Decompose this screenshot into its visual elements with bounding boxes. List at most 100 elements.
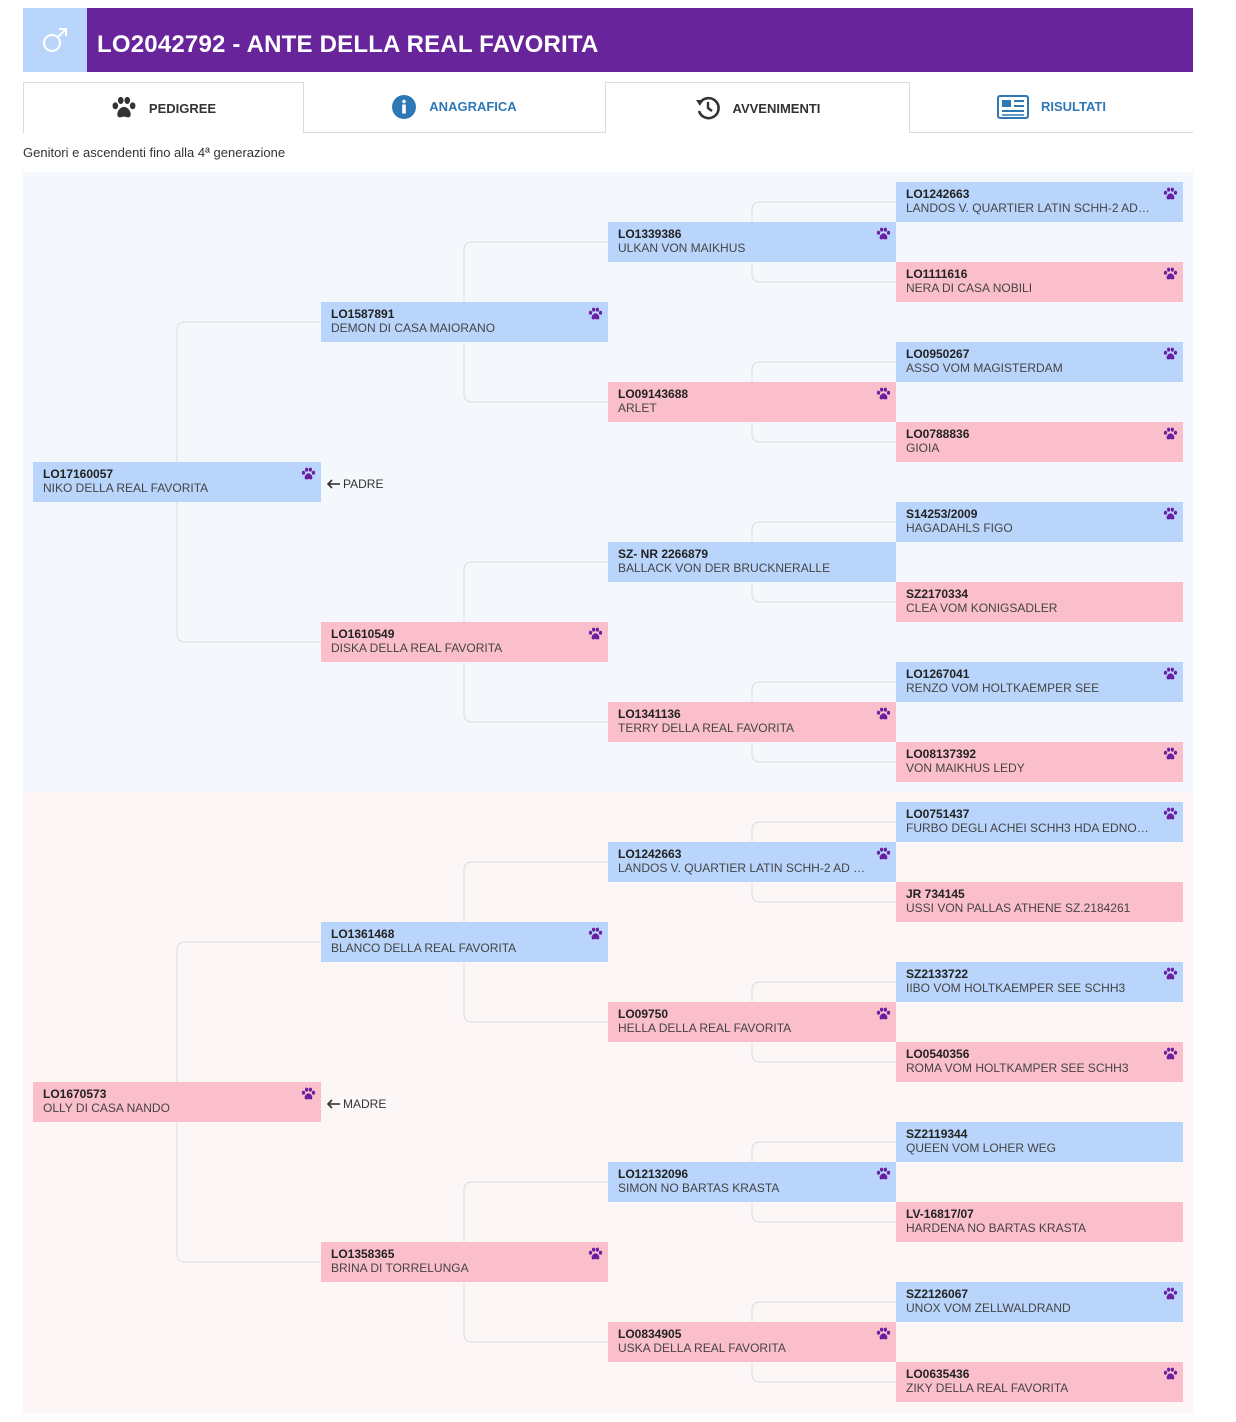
pedigree-box[interactable]: LO09143688 ARLET (608, 382, 896, 422)
pedigree-box[interactable]: LO1242663 LANDOS V. QUARTIER LATIN SCHH-2… (608, 842, 896, 882)
dog-code: SZ2119344 (906, 1127, 968, 1141)
dog-code: LV-16817/07 (906, 1207, 974, 1221)
tab-risultati-label: RISULTATI (1041, 99, 1106, 114)
pedigree-box[interactable]: LO1358365 BRINA DI TORRELUNGA (321, 1242, 608, 1282)
paw-icon (876, 227, 891, 240)
dog-name: BLANCO DELLA REAL FAVORITA (331, 941, 517, 955)
paw-icon (301, 467, 316, 480)
dog-name: DISKA DELLA REAL FAVORITA (331, 641, 503, 655)
dog-name: USKA DELLA REAL FAVORITA (618, 1341, 786, 1355)
paw-icon (1163, 1367, 1178, 1380)
pedigree-box[interactable]: LO1361468 BLANCO DELLA REAL FAVORITA (321, 922, 608, 962)
dog-name: RENZO VOM HOLTKAEMPER SEE (906, 681, 1100, 695)
dog-code: LO1242663 (618, 847, 682, 861)
dog-name: HARDENA NO BARTAS KRASTA (906, 1221, 1087, 1235)
dam-label: MADRE (326, 1097, 386, 1111)
pedigree-box[interactable]: LO0950267 ASSO VOM MAGISTERDAM (896, 342, 1183, 382)
dog-code: SZ2170334 (906, 587, 969, 601)
dam-label-text: MADRE (343, 1097, 387, 1111)
tab-avvenimenti-label: AVVENIMENTI (732, 100, 821, 116)
dog-code: LO1361468 (331, 927, 395, 941)
pedigree-box[interactable]: LO1339386 ULKAN VON MAIKHUS (608, 222, 896, 262)
paw-icon (1163, 667, 1178, 680)
dog-code: LO1267041 (906, 667, 970, 681)
pedigree-box[interactable]: SZ2119344 QUEEN VOM LOHER WEG (896, 1122, 1183, 1162)
dog-code: S14253/2009 (906, 507, 978, 521)
tab-anagrafica[interactable]: ANAGRAFICA (304, 82, 604, 131)
dog-name: GIOIA (906, 441, 940, 455)
pedigree-box[interactable]: LO0540356 ROMA VOM HOLTKAMPER SEE SCHH3 (896, 1042, 1183, 1082)
tab-anagrafica-label: ANAGRAFICA (429, 99, 517, 114)
pedigree-box[interactable]: LO12132096 SIMON NO BARTAS KRASTA (608, 1162, 896, 1202)
paw-icon (588, 927, 603, 940)
dog-code: LO0635436 (906, 1367, 970, 1381)
pedigree-box[interactable]: LO1610549 DISKA DELLA REAL FAVORITA (321, 622, 608, 662)
paw-icon (1163, 347, 1178, 360)
pedigree-box[interactable]: LO0834905 USKA DELLA REAL FAVORITA (608, 1322, 896, 1362)
paw-icon (1163, 507, 1178, 520)
dog-name: FURBO DEGLI ACHEI SCHH3 HDA EDNORMAL ... (906, 821, 1153, 835)
paw-icon (1163, 807, 1178, 820)
page-title: LO2042792 - ANTE DELLA REAL FAVORITA (97, 31, 599, 58)
dog-code: LO0834905 (618, 1327, 682, 1341)
dog-code: LO0540356 (906, 1047, 970, 1061)
paw-icon (876, 1167, 891, 1180)
pedigree-box[interactable]: JR 734145 USSI VON PALLAS ATHENE SZ.21842… (896, 882, 1183, 922)
paw-icon (1163, 1287, 1178, 1300)
pedigree-box[interactable]: LO1267041 RENZO VOM HOLTKAEMPER SEE (896, 662, 1183, 702)
pedigree-box[interactable]: SZ2126067 UNOX VOM ZELLWALDRAND (896, 1282, 1183, 1322)
tab-risultati[interactable]: RISULTATI (910, 82, 1193, 131)
paw-icon (301, 1087, 316, 1100)
paw-icon (876, 387, 891, 400)
pedigree-box[interactable]: LO0751437 FURBO DEGLI ACHEI SCHH3 HDA EDN… (896, 802, 1183, 842)
dog-name: USSI VON PALLAS ATHENE SZ.2184261 (906, 901, 1131, 915)
dog-code: SZ2133722 (906, 967, 969, 981)
dog-code: SZ2126067 (906, 1287, 969, 1301)
pedigree-box[interactable]: LO0788836 GIOIA (896, 422, 1183, 462)
paw-icon (588, 627, 603, 640)
dog-code: LO0788836 (906, 427, 970, 441)
pedigree-box[interactable]: LO1670573 OLLY DI CASA NANDO (33, 1082, 321, 1122)
dog-name: ARLET (618, 401, 657, 415)
dog-name: TERRY DELLA REAL FAVORITA (618, 721, 795, 735)
dog-code: LO1339386 (618, 227, 682, 241)
paw-icon (1163, 427, 1178, 440)
arrow-left-icon (326, 479, 340, 489)
tab-avvenimenti[interactable]: AVVENIMENTI (605, 82, 910, 133)
pedigree-box[interactable]: LV-16817/07 HARDENA NO BARTAS KRASTA (896, 1202, 1183, 1242)
dog-name: ZIKY DELLA REAL FAVORITA (906, 1381, 1069, 1395)
tab-pedigree-label: PEDIGREE (148, 100, 217, 116)
dog-name: OLLY DI CASA NANDO (43, 1101, 170, 1115)
dog-code: LO17160057 (43, 467, 114, 481)
pedigree-box[interactable]: SZ2133722 IIBO VOM HOLTKAEMPER SEE SCHH3 (896, 962, 1183, 1002)
paw-icon (876, 1007, 891, 1020)
dog-name: IIBO VOM HOLTKAEMPER SEE SCHH3 (906, 981, 1126, 995)
dog-code: LO1358365 (331, 1247, 395, 1261)
pedigree-box[interactable]: LO1341136 TERRY DELLA REAL FAVORITA (608, 702, 896, 742)
page-header: LO2042792 - ANTE DELLA REAL FAVORITA (23, 8, 1193, 72)
dog-name: ROMA VOM HOLTKAMPER SEE SCHH3 (906, 1061, 1129, 1075)
pedigree-box[interactable]: LO17160057 NIKO DELLA REAL FAVORITA (33, 462, 321, 502)
pedigree-box[interactable]: LO0635436 ZIKY DELLA REAL FAVORITA (896, 1362, 1183, 1402)
dog-name: HELLA DELLA REAL FAVORITA (618, 1021, 792, 1035)
pedigree-box[interactable]: S14253/2009 HAGADAHLS FIGO (896, 502, 1183, 542)
tab-pedigree[interactable]: PEDIGREE (23, 82, 304, 133)
arrow-left-icon (326, 1099, 340, 1109)
pedigree-box[interactable]: LO1242663 LANDOS V. QUARTIER LATIN SCHH-2… (896, 182, 1183, 222)
dog-name: SIMON NO BARTAS KRASTA (618, 1181, 780, 1195)
pedigree-box[interactable]: LO09750 HELLA DELLA REAL FAVORITA (608, 1002, 896, 1042)
male-icon (23, 8, 87, 72)
dog-code: LO12132096 (618, 1167, 689, 1181)
pedigree-box[interactable]: LO1587891 DEMON DI CASA MAIORANO (321, 302, 608, 342)
dog-name: NERA DI CASA NOBILI (906, 281, 1033, 295)
paw-icon (876, 1327, 891, 1340)
dog-name: UNOX VOM ZELLWALDRAND (906, 1301, 1071, 1315)
pedigree-box[interactable]: SZ2170334 CLEA VOM KONIGSADLER (896, 582, 1183, 622)
dog-name: QUEEN VOM LOHER WEG (906, 1141, 1057, 1155)
newspaper-icon (997, 94, 1029, 119)
pedigree-box[interactable]: LO08137392 VON MAIKHUS LEDY (896, 742, 1183, 782)
dog-name: LANDOS V. QUARTIER LATIN SCHH-2 AD BH HD… (906, 201, 1153, 215)
dog-code: LO1341136 (618, 707, 681, 721)
pedigree-box[interactable]: LO1111616 NERA DI CASA NOBILI (896, 262, 1183, 302)
pedigree-box[interactable]: SZ- NR 2266879 BALLACK VON DER BRUCKNERAL… (608, 542, 896, 582)
